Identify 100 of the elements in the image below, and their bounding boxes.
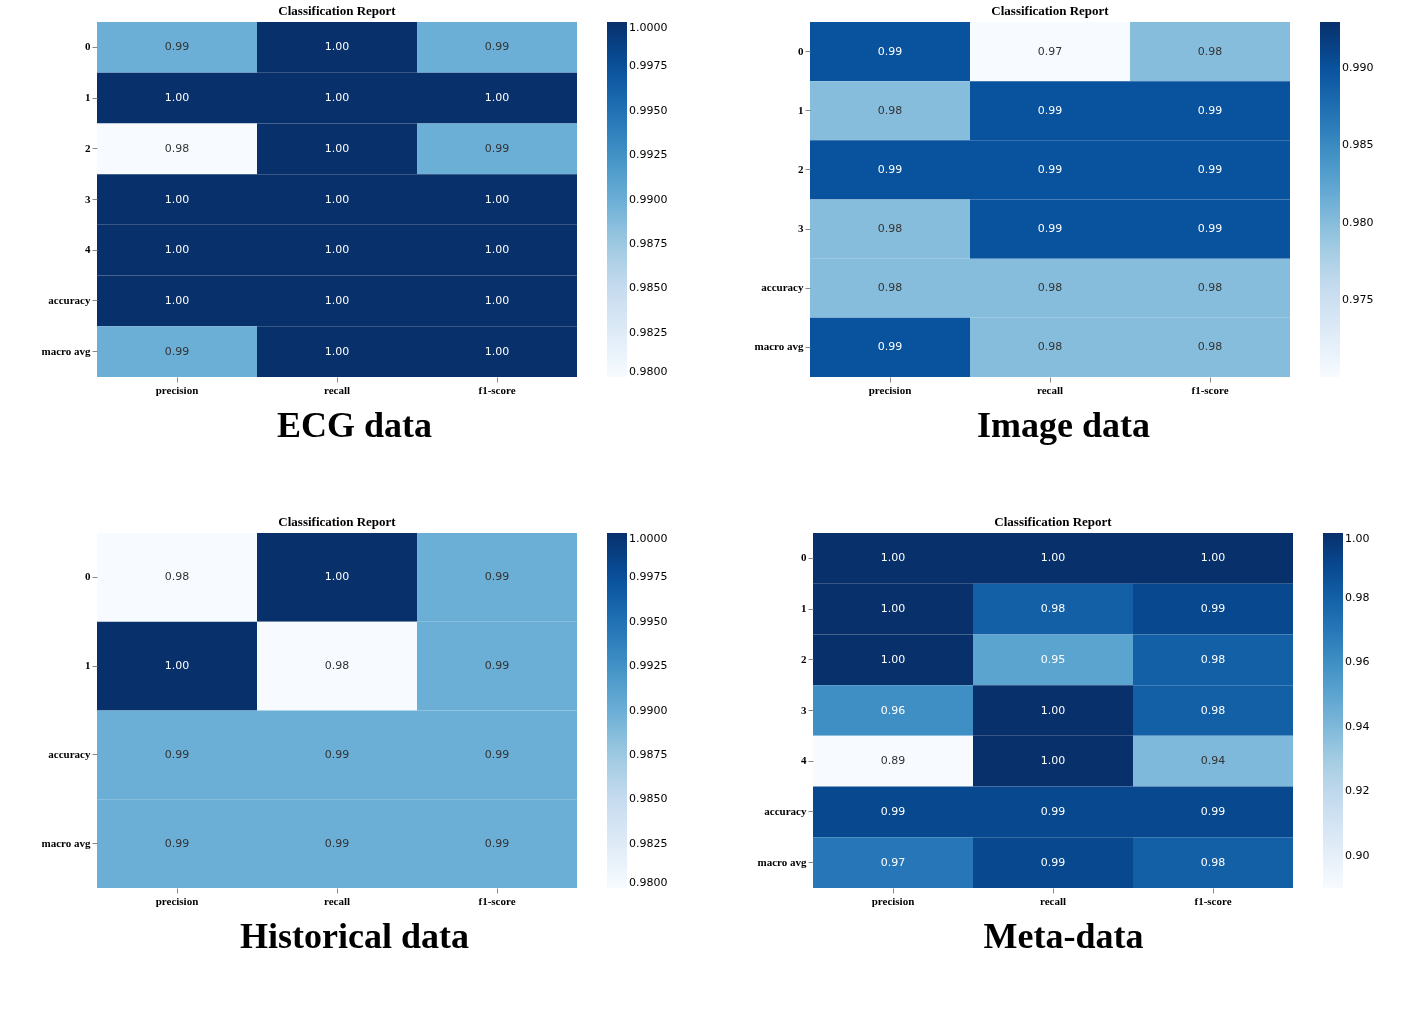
data-label: 0.99 xyxy=(484,659,510,673)
x-tick-label: f1-score xyxy=(1190,383,1229,396)
data-label: 1.00 xyxy=(164,659,190,673)
data-label: 0.95 xyxy=(1040,652,1066,666)
data-label: 0.99 xyxy=(324,836,350,850)
color-bar-label: 0.9975 xyxy=(629,59,668,73)
color-bar-label: 0.90 xyxy=(1345,848,1370,862)
y-tick-label: accuracy xyxy=(48,747,91,760)
color-bar-label: 0.9900 xyxy=(629,192,668,206)
y-tick-label: macro avg xyxy=(757,855,807,868)
color-bar-label: 0.990 xyxy=(1341,61,1373,75)
data-label: 0.98 xyxy=(877,281,902,295)
color-bar-label: 0.980 xyxy=(1341,215,1373,229)
data-label: 0.99 xyxy=(1037,222,1062,236)
data-label: 0.99 xyxy=(164,836,190,850)
data-label: 0.99 xyxy=(484,40,510,54)
x-tick-label: f1-score xyxy=(478,383,516,396)
x-tick-label: recall xyxy=(1036,383,1063,396)
color-bar-label: 0.9975 xyxy=(629,570,668,584)
data-label: 1.00 xyxy=(164,243,190,257)
data-label: 0.99 xyxy=(1200,804,1226,818)
y-tick-label: 0 xyxy=(797,44,804,57)
data-label: 1.00 xyxy=(164,293,190,307)
data-label: 0.98 xyxy=(1197,281,1222,295)
data-label: 0.98 xyxy=(1037,340,1062,354)
data-label: 1.00 xyxy=(484,344,510,358)
data-label: 1.00 xyxy=(484,192,510,206)
color-bar-label: 0.9950 xyxy=(629,614,668,628)
color-bar-label: 0.9800 xyxy=(629,876,668,889)
y-tick-label: 0 xyxy=(85,570,91,583)
data-label: 0.99 xyxy=(164,40,190,54)
y-tick-label: 3 xyxy=(801,703,807,716)
x-tick-label: recall xyxy=(323,383,351,396)
data-label: 1.00 xyxy=(880,652,906,666)
data-label: 0.99 xyxy=(164,344,190,358)
color-bar-label: 0.9900 xyxy=(629,703,668,717)
y-tick-label: 0 xyxy=(85,40,91,53)
data-label: 1.00 xyxy=(324,344,350,358)
y-tick-label: accuracy xyxy=(48,293,91,306)
y-tick-label: 4 xyxy=(801,754,807,767)
data-label: 1.00 xyxy=(484,293,510,307)
color-bar-label: 0.9825 xyxy=(629,836,668,850)
data-label: 1.00 xyxy=(1040,551,1066,565)
chart-title: Classification Report xyxy=(278,514,397,529)
data-label: 0.99 xyxy=(484,141,510,155)
color-bar-label: 0.9825 xyxy=(629,325,668,339)
data-label: 0.98 xyxy=(164,141,190,155)
data-label: 1.00 xyxy=(1200,551,1226,565)
text: ECG data xyxy=(276,404,433,446)
data-label: 1.00 xyxy=(880,551,906,565)
y-tick-label: macro avg xyxy=(41,836,91,849)
color-bar-label: 0.9800 xyxy=(629,365,668,378)
data-label: 0.99 xyxy=(1197,103,1222,117)
y-tick-label: 1 xyxy=(801,602,807,615)
data-label: 0.99 xyxy=(1200,602,1226,616)
x-tick-label: recall xyxy=(1039,894,1067,907)
x-tick-label: f1-score xyxy=(1194,894,1232,907)
data-label: 0.97 xyxy=(880,855,906,869)
y-tick-label: 2 xyxy=(801,652,807,665)
color-bar-label: 1.0000 xyxy=(629,21,668,34)
x-tick-label: precision xyxy=(868,383,911,396)
data-label: 1.00 xyxy=(324,192,350,206)
data-label: 0.99 xyxy=(1040,804,1066,818)
color-bar-label: 0.96 xyxy=(1345,655,1370,669)
data-label: 0.98 xyxy=(1197,340,1222,354)
data-label: 0.96 xyxy=(880,703,906,717)
color-bar-label: 0.975 xyxy=(1341,292,1373,306)
y-tick-label: macro avg xyxy=(41,344,91,357)
y-tick-label: 3 xyxy=(85,192,91,205)
data-label: 1.00 xyxy=(164,192,190,206)
y-tick-label: 1 xyxy=(85,91,91,104)
color-bar-label: 0.98 xyxy=(1345,590,1370,604)
text: Meta-data xyxy=(983,915,1144,957)
data-label: 1.00 xyxy=(880,602,906,616)
data-label: 0.99 xyxy=(324,747,350,761)
data-label: 0.98 xyxy=(324,659,350,673)
y-tick-label: 1 xyxy=(797,103,803,116)
data-label: 0.98 xyxy=(1200,652,1226,666)
y-tick-label: accuracy xyxy=(760,281,804,294)
color-bar-label: 1.0000 xyxy=(629,532,668,545)
data-label: 1.00 xyxy=(324,141,350,155)
color-bar-label: 0.9875 xyxy=(629,236,668,250)
data-label: 1.00 xyxy=(324,40,350,54)
y-tick-label: 1 xyxy=(85,659,91,672)
data-label: 0.99 xyxy=(1197,162,1222,176)
data-label: 0.98 xyxy=(877,103,902,117)
data-label: 0.99 xyxy=(877,44,902,58)
y-tick-label: 2 xyxy=(797,162,804,175)
y-tick-label: 4 xyxy=(85,243,91,256)
data-label: 0.99 xyxy=(1197,222,1222,236)
color-bar-label: 0.9850 xyxy=(629,281,668,295)
data-label: 0.89 xyxy=(880,754,906,768)
data-label: 0.99 xyxy=(164,747,190,761)
data-label: 0.99 xyxy=(877,162,902,176)
color-bar-label: 1.00 xyxy=(1345,532,1370,545)
chart-title: Classification Report xyxy=(994,514,1113,529)
data-label: 1.00 xyxy=(324,91,350,105)
data-label: 0.98 xyxy=(164,570,190,584)
data-label: 0.98 xyxy=(1197,44,1222,58)
color-bar-label: 0.9875 xyxy=(629,747,668,761)
